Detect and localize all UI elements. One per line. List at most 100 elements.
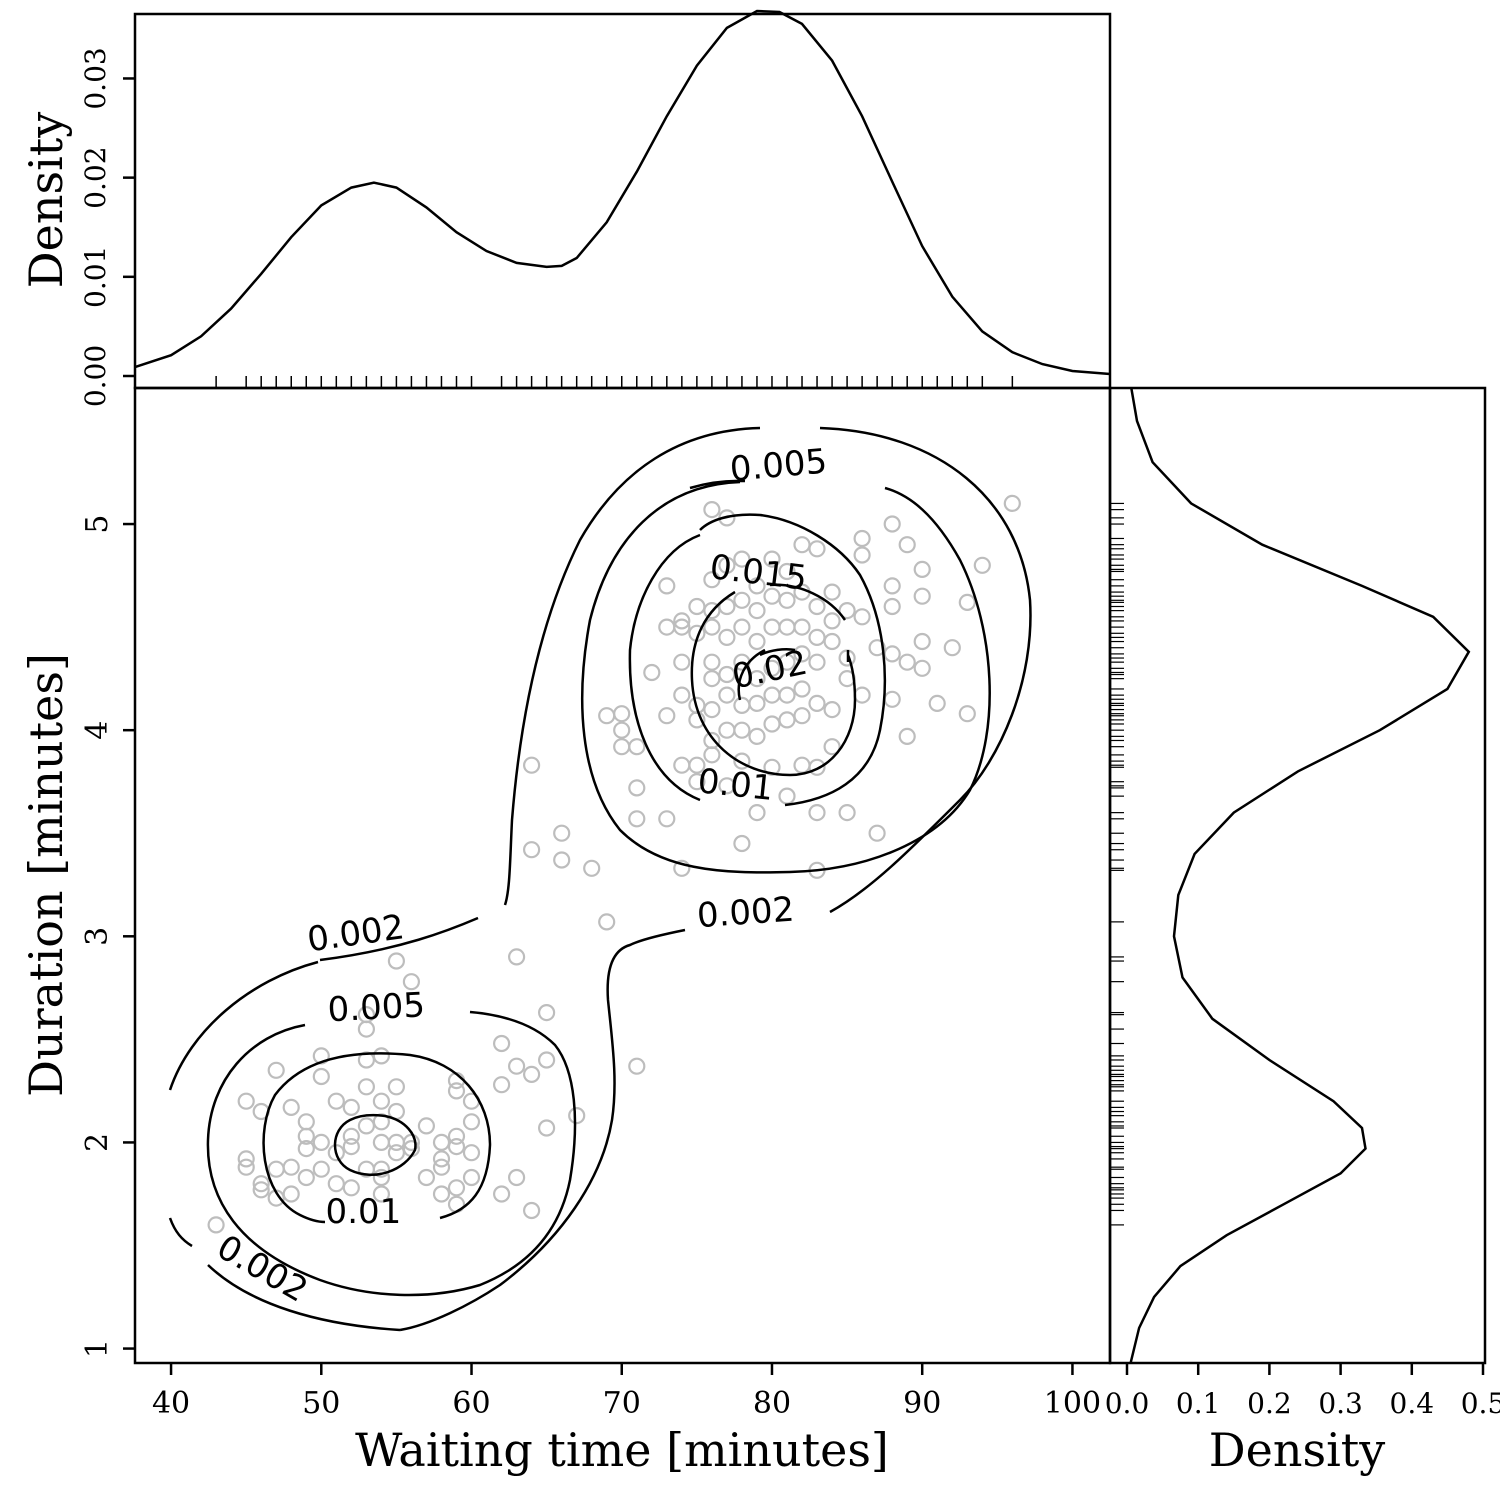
scatter-point [342,1137,360,1156]
scatter-point [778,787,796,805]
right-marginal-panel: 0.0 0.1 0.2 0.3 0.4 0.5 Density [1105,386,1500,1477]
scatter-point [493,1185,511,1203]
scatter-point [853,529,871,548]
scatter-point [537,1051,556,1069]
scatter-point [808,758,826,776]
scatter-point [823,738,841,756]
scatter-point [808,803,826,822]
scatter-point [703,571,721,589]
scatter-point [763,715,781,733]
scatter-point [793,756,811,774]
scatter-point [748,632,766,651]
contour-lower-002 [168,960,401,1332]
scatter-point [327,1175,345,1193]
scatter-point [553,851,571,869]
scatter-point [372,1092,390,1110]
scatter-point [387,952,405,970]
scatter-point [688,773,706,791]
scatter-point [598,913,616,931]
scatter-point [462,1144,481,1162]
scatter-point [898,727,916,746]
scatter-point [748,694,766,713]
main-scatter-panel: 0.005 0.015 0.02 0.01 0.002 0.002 0.005 0.01 0.0… [19,386,1112,1477]
scatter-point [327,1092,345,1110]
scatter-point [583,859,601,877]
contour-upper-002-b [319,916,686,1332]
contour-lower-015 [333,1113,417,1177]
y-tick-label: 2 [80,1133,115,1152]
scatter-point [658,810,676,828]
scatter-point [643,663,661,682]
scatter-point [853,686,871,704]
scatter-point [673,756,691,774]
scatter-point [703,700,721,719]
scatter-point [372,1047,390,1065]
scatter-point [958,705,976,723]
scatter-point [883,515,901,533]
scatter-point [838,601,856,620]
scatter-point [673,618,691,636]
scatter-point [733,696,751,715]
top-marginal-panel: 0.00 0.01 0.02 0.03 Density [19,9,1112,407]
scatter-point [568,1106,586,1125]
scatter-point [282,1098,300,1117]
scatter-point [658,707,676,725]
scatter-point [748,669,766,688]
contour-label: 0.015 [708,547,809,599]
scatter-point [447,1127,466,1145]
scatter-point [898,536,916,554]
scatter-point [748,601,766,620]
scatter-point [598,707,616,725]
scatter-point [237,1150,255,1168]
scatter-point [778,711,796,729]
scatter-point [628,779,646,797]
scatter-point [703,653,721,671]
scatter-point [312,1133,330,1152]
scatter-point [928,694,946,713]
scatter-point [853,608,871,626]
right-x-tick-label: 0.5 [1461,1387,1500,1420]
scatter-point [673,686,691,704]
scatter-point [522,1065,541,1084]
scatter-point [282,1158,300,1176]
scatter-point [357,1078,375,1096]
scatter-point [913,587,931,605]
scatter-point [703,731,721,750]
x-tick-label: 80 [753,1386,791,1421]
scatter-point [462,1113,481,1131]
scatter-point [718,721,736,739]
scatter-point [372,1168,390,1187]
contour-upper-015 [690,583,857,777]
scatter-point [868,824,886,842]
scatter-point [763,550,781,568]
contour-lower-01 [262,1052,492,1224]
top-y-tick-label: 0.00 [79,345,112,407]
scatter-point [733,834,751,853]
scatter-point [763,618,781,636]
x-tick-label: 40 [152,1386,190,1421]
scatter-point [838,803,856,822]
top-ylabel: Density [19,112,73,289]
scatter-point [718,686,736,704]
scatter-point [522,841,541,859]
main-xlabel: Waiting time [minutes] [355,1423,889,1477]
top-panel-frame [133,12,1112,390]
scatter-point [733,618,751,636]
scatter-point [793,680,811,698]
scatter-point [778,562,796,581]
scatter-point [733,721,751,739]
scatter-point [808,628,826,647]
scatter-point [237,1092,255,1110]
scatter-point [658,618,676,636]
scatter-point [883,597,901,616]
y-tick-label: 4 [80,721,115,740]
scatter-point [883,690,901,708]
scatter-point [282,1185,300,1203]
contour-label: 0.01 [326,1192,402,1232]
scatter-point [613,705,631,723]
contour-label: 0.002 [696,890,796,937]
scatter-point [447,1082,466,1100]
scatter-point [913,659,931,677]
contour-label: 0.005 [728,441,828,489]
scatter-point [733,591,751,609]
